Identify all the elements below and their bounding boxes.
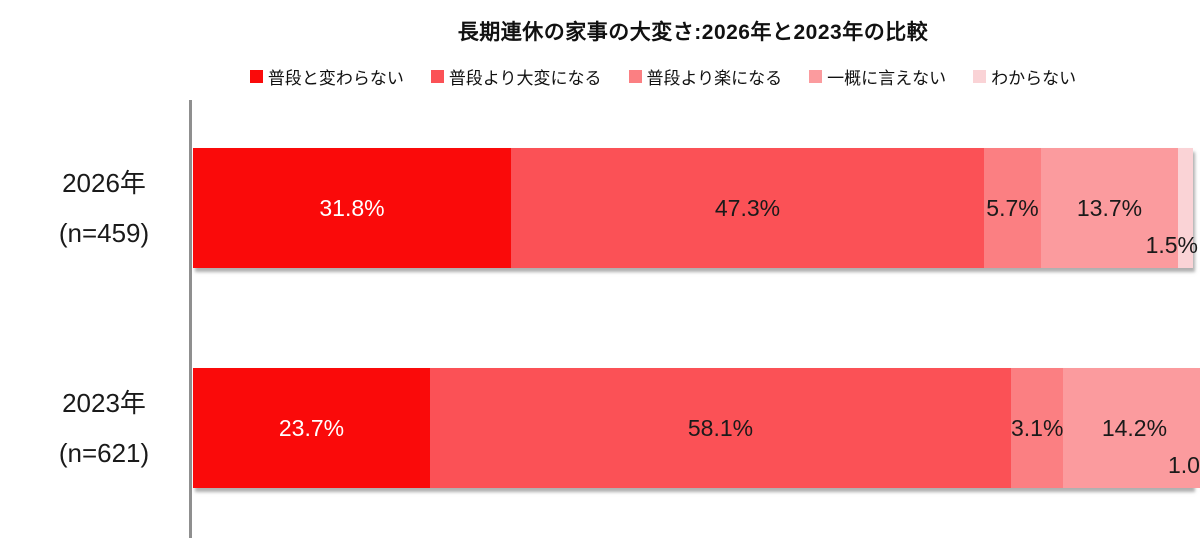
segment-value-label: 47.3%: [714, 194, 781, 221]
category-year: 2026年: [62, 168, 146, 198]
legend-item-4: わからない: [973, 64, 1076, 89]
legend-item-3: 一概に言えない: [809, 64, 946, 89]
legend-item-2: 普段より楽になる: [628, 64, 783, 89]
chart-title: 長期連休の家事の大変さ:2026年と2023年の比較: [457, 21, 929, 44]
category-label: 2026年 (n=459): [28, 148, 180, 268]
segment-value-label: 13.7%: [1076, 194, 1143, 221]
bar-segment: 47.3%: [511, 148, 984, 268]
segment-value-label: 1.5%: [1145, 232, 1198, 258]
bar-row: 2026年 (n=459) 31.8% 47.3% 5.7% 13.7% 1.5%: [0, 148, 1200, 268]
category-sample-size: (n=621): [58, 438, 150, 468]
segment-value-label: 31.8%: [319, 194, 385, 221]
legend-label: 普段より大変になる: [448, 69, 602, 88]
legend-swatch-icon: [430, 70, 444, 83]
y-axis-line: [189, 100, 192, 538]
legend-label: わからない: [991, 69, 1077, 88]
bar-segment: 3.1%: [1011, 368, 1064, 488]
category-sample-size: (n=459): [58, 218, 150, 248]
segment-value-label: 5.7%: [986, 194, 1039, 221]
legend-swatch-icon: [628, 70, 642, 83]
legend-item-1: 普段より大変になる: [430, 64, 602, 89]
legend-label: 普段と変わらない: [267, 69, 404, 88]
bar-segment: 5.7%: [984, 148, 1041, 268]
bar-segment: 23.7%: [193, 368, 430, 488]
bar-segment: 31.8%: [193, 148, 511, 268]
legend-swatch-icon: [973, 70, 987, 83]
bar-row: 2023年 (n=621) 23.7% 58.1% 3.1% 14.2%1.0%: [0, 368, 1200, 488]
segment-value-label: 58.1%: [687, 414, 754, 441]
bar-segment: 1.5%: [1146, 148, 1198, 268]
stacked-bar: 23.7% 58.1% 3.1% 14.2%1.0%: [193, 368, 1200, 488]
legend-swatch-icon: [249, 70, 263, 83]
legend-swatch-icon: [809, 70, 823, 83]
bar-segment: 13.7%: [1041, 148, 1178, 268]
stacked-bar: 31.8% 47.3% 5.7% 13.7% 1.5%: [193, 148, 1198, 268]
category-label: 2023年 (n=621): [28, 368, 180, 488]
bar-segment: 58.1%: [430, 368, 1011, 488]
legend-item-0: 普段と変わらない: [249, 64, 404, 89]
segment-value-label: 14.2%: [1101, 414, 1168, 441]
segment-value-label: 23.7%: [278, 414, 345, 441]
category-year: 2023年: [62, 388, 146, 418]
legend-label: 普段より楽になる: [646, 69, 783, 88]
bar-segment: 14.2%: [1063, 368, 1200, 488]
legend-label: 一概に言えない: [827, 69, 947, 88]
legend: 普段と変わらない 普段より大変になる 普段より楽になる 一概に言えない わからない: [133, 64, 1193, 89]
segment-value-label: 1.0%: [1168, 452, 1200, 478]
segment-value-label: 3.1%: [1011, 414, 1064, 441]
